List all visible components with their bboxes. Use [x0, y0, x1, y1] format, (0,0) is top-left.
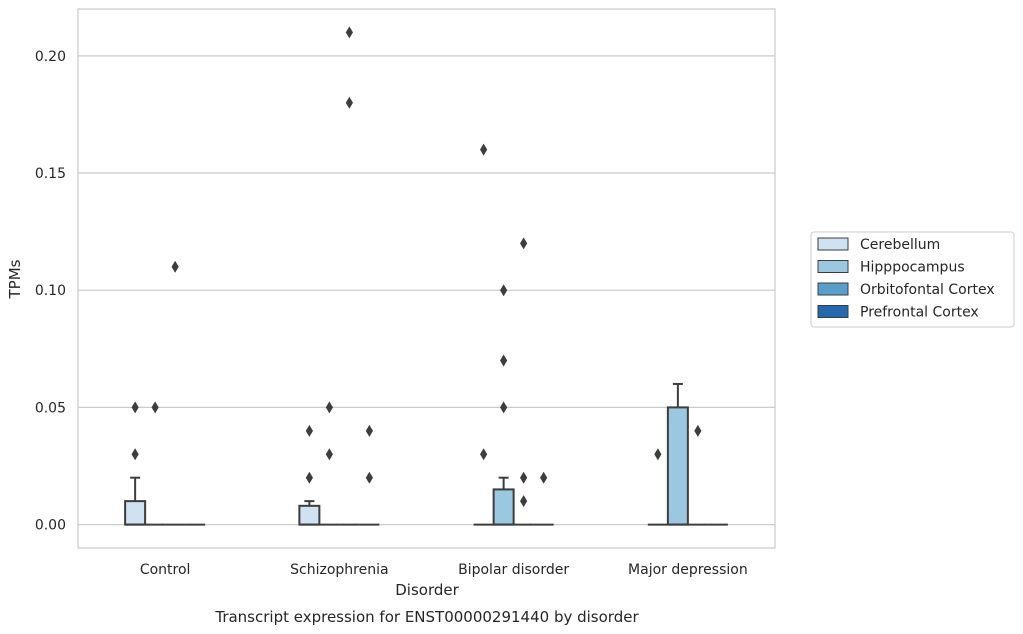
outlier-point	[500, 284, 508, 297]
y-axis-label: TPMs	[6, 259, 24, 299]
outlier-point	[171, 260, 179, 273]
legend-swatch	[817, 260, 849, 273]
x-tick-labels: Control Schizophrenia Bipolar disorder Majo…	[140, 562, 748, 578]
outlier-point	[131, 448, 139, 461]
y-tick-labels: 0.00 0.05 0.10 0.15 0.20	[35, 49, 66, 534]
outlier-point	[325, 448, 333, 461]
y-tick-label: 0.10	[35, 283, 66, 299]
outlier-point	[305, 471, 313, 484]
legend-swatch	[817, 237, 849, 251]
y-tick-label: 0.20	[35, 49, 66, 65]
outlier-point	[520, 471, 528, 484]
outlier-point	[540, 471, 548, 484]
outlier-point	[694, 424, 702, 437]
x-tick-label: Control	[140, 562, 191, 578]
outlier-point	[151, 401, 159, 414]
box-cerebellum	[124, 476, 147, 526]
outlier-point	[131, 401, 139, 414]
legend: Cerebellum Hipppocampus Orbitofontal Corte…	[810, 231, 1015, 328]
legend-swatch	[817, 282, 849, 296]
outlier-point	[520, 495, 528, 508]
legend-label: Cerebellum	[860, 237, 940, 253]
box-series	[124, 382, 728, 526]
legend-label: Orbitofontal Cortex	[860, 282, 995, 298]
outlier-point	[365, 471, 373, 484]
box-hipppocampus	[666, 382, 689, 526]
outlier-point	[305, 424, 313, 437]
x-tick-label: Bipolar disorder	[458, 562, 569, 578]
y-tick-label: 0.15	[35, 166, 66, 182]
y-tick-label: 0.00	[35, 518, 66, 534]
x-tick-label: Major depression	[628, 562, 748, 578]
outlier-points	[131, 26, 702, 508]
box-body	[492, 488, 515, 526]
outlier-point	[520, 237, 528, 250]
box-body	[298, 504, 321, 526]
legend-items: Cerebellum Hipppocampus Orbitofontal Corte…	[817, 237, 995, 321]
outlier-point	[480, 143, 488, 156]
outlier-point	[654, 448, 662, 461]
box-body	[666, 406, 689, 526]
legend-swatch	[817, 305, 849, 318]
outlier-point	[345, 26, 353, 39]
legend-label: Prefrontal Cortex	[860, 305, 979, 321]
chart-caption: Transcript expression for ENST0000029144…	[214, 608, 639, 626]
y-tick-label: 0.05	[35, 400, 66, 416]
legend-label: Hipppocampus	[860, 260, 965, 276]
box-body	[124, 500, 147, 526]
outlier-point	[500, 354, 508, 367]
x-axis-label: Disorder	[395, 581, 459, 599]
outlier-point	[500, 401, 508, 414]
legend-frame	[810, 231, 1015, 328]
box-cerebellum	[298, 500, 321, 526]
outlier-point	[365, 424, 373, 437]
outlier-point	[480, 448, 488, 461]
plot-frame	[77, 8, 776, 549]
outlier-point	[345, 96, 353, 109]
box-hipppocampus	[492, 476, 515, 526]
x-tick-label: Schizophrenia	[290, 562, 388, 578]
outlier-point	[325, 401, 333, 414]
